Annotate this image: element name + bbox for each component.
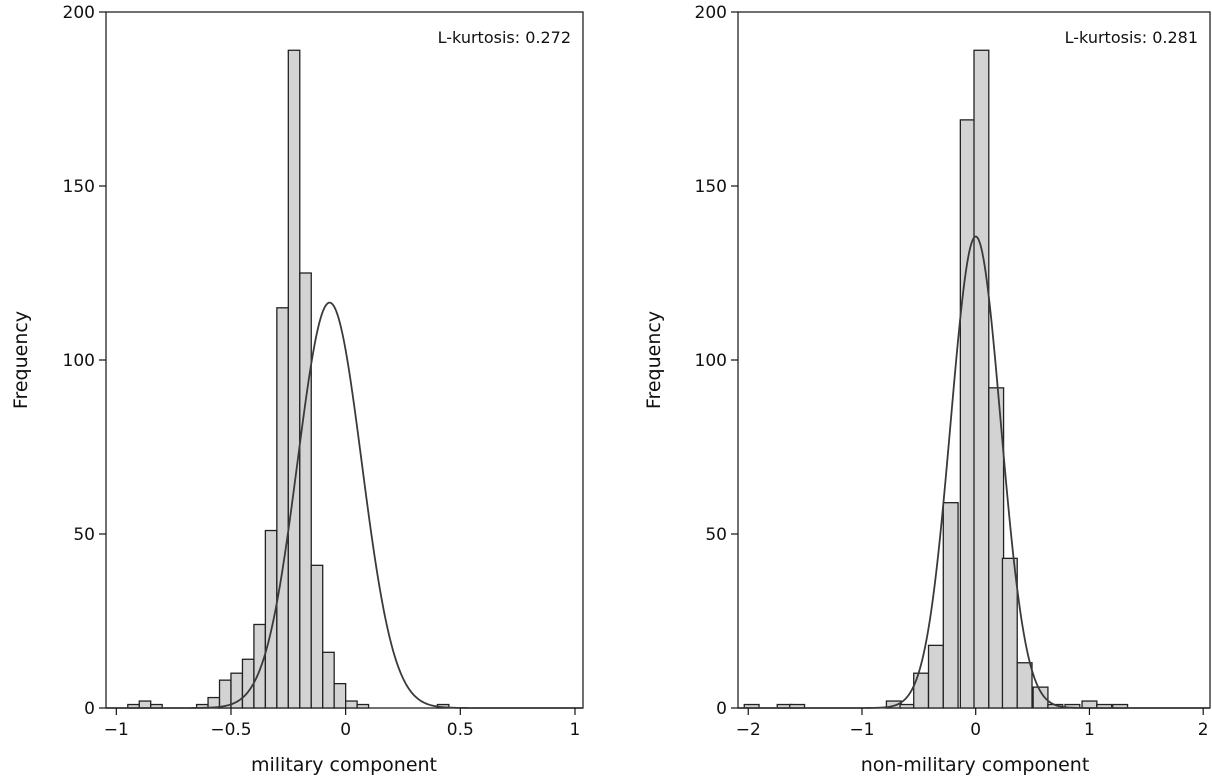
histogram-bar-17 — [356, 703, 370, 709]
y-axis-title: Frequency — [10, 311, 32, 409]
y-tick-label: 150 — [695, 177, 727, 197]
histogram-bar-7 — [942, 502, 959, 709]
right-histogram-panel: −2 −1 0 1 2 0 50 100 150 200 L-kurtosis: 0.281 n… — [643, 3, 1211, 776]
x-axis-ticks: −2 −1 0 1 2 — [736, 708, 1209, 740]
normal-density-curve — [106, 301, 583, 709]
histogram-bar-8 — [959, 119, 976, 709]
x-tick-label: −1 — [849, 720, 874, 740]
histogram-bar-5 — [218, 679, 232, 709]
y-tick-label: 200 — [63, 3, 95, 23]
l-kurtosis-annotation: L-kurtosis: 0.281 — [1065, 28, 1198, 47]
y-tick-label: 0 — [716, 699, 727, 719]
histogram-bars — [743, 49, 1129, 709]
y-tick-label: 50 — [73, 525, 95, 545]
histogram-bar-11 — [287, 49, 301, 709]
y-tick-label: 50 — [705, 525, 727, 545]
histogram-bar-16 — [344, 700, 358, 709]
x-axis-title: non-military component — [861, 754, 1090, 776]
y-tick-label: 0 — [84, 699, 95, 719]
x-tick-label: 1 — [1084, 720, 1095, 740]
histogram-bar-10 — [276, 307, 289, 709]
histogram-bar-6 — [927, 644, 944, 709]
x-tick-label: −1 — [104, 720, 129, 740]
y-tick-label: 200 — [695, 3, 727, 23]
y-axis-ticks: 0 50 100 150 200 — [695, 3, 738, 719]
x-tick-label: 0.5 — [447, 720, 474, 740]
histogram-bar-15 — [333, 682, 347, 709]
y-axis-title: Frequency — [643, 311, 665, 409]
y-axis-ticks: 0 50 100 150 200 — [63, 3, 106, 719]
x-axis-ticks: −1 −0.5 0 0.5 1 — [104, 708, 581, 740]
x-tick-label: −0.5 — [210, 720, 251, 740]
histogram-bar-9 — [973, 49, 990, 709]
histogram-bar-10 — [988, 387, 1005, 709]
histogram-bar-11 — [1001, 557, 1018, 709]
left-histogram-panel: −1 −0.5 0 0.5 1 0 50 100 150 200 L-kurtosis: 0.2… — [10, 3, 584, 776]
histogram-bar-12 — [1016, 662, 1033, 709]
histogram-bar-13 — [1032, 686, 1049, 709]
histogram-bar-1 — [138, 700, 152, 709]
normal-density-curve — [738, 235, 1210, 709]
x-tick-label: 2 — [1198, 720, 1209, 740]
l-kurtosis-annotation: L-kurtosis: 0.272 — [438, 28, 571, 47]
histogram-bar-7 — [241, 658, 255, 709]
histogram-bar-9 — [264, 529, 278, 709]
y-tick-label: 150 — [63, 177, 95, 197]
histogram-bars — [127, 49, 450, 709]
histogram-bar-14 — [322, 651, 335, 709]
y-tick-label: 100 — [695, 351, 727, 371]
histogram-bar-16 — [1081, 700, 1098, 709]
histogram-bar-8 — [253, 623, 267, 709]
x-tick-label: 0 — [340, 720, 351, 740]
x-axis-title: military component — [251, 754, 437, 776]
x-tick-label: 1 — [570, 720, 581, 740]
x-tick-label: 0 — [970, 720, 981, 740]
histogram-bar-12 — [299, 272, 312, 709]
y-tick-label: 100 — [63, 351, 95, 371]
x-tick-label: −2 — [736, 720, 761, 740]
histogram-bar-13 — [310, 564, 324, 709]
histogram-bar-4 — [899, 703, 916, 709]
